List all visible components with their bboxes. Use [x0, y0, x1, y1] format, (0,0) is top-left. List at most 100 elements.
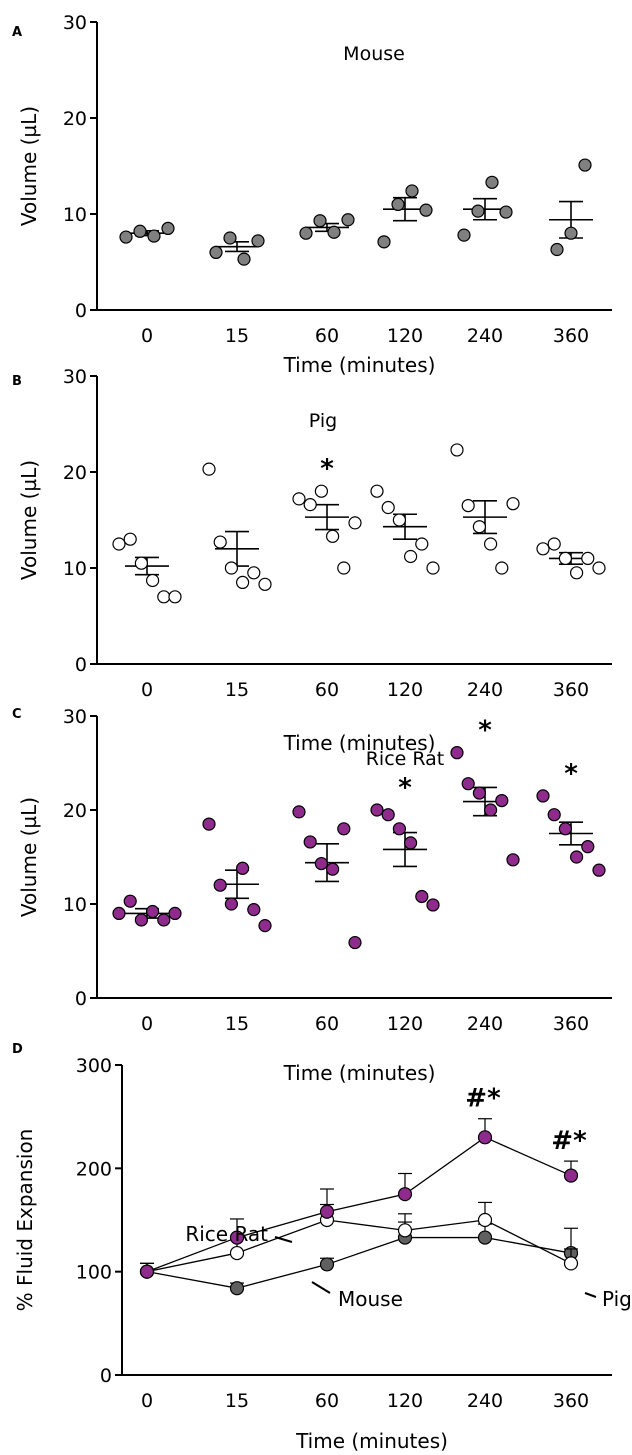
- x-axis-label: Time (minutes): [283, 353, 436, 377]
- data-point: [112, 537, 126, 551]
- data-point: [536, 789, 550, 803]
- x-tick-label: 60: [315, 1390, 339, 1412]
- x-axis-label: Time (minutes): [283, 1061, 436, 1085]
- y-tick-label: 30: [63, 366, 87, 388]
- significance-marker: *: [320, 454, 334, 484]
- data-point: [237, 252, 251, 266]
- axis-ticks: 0 100 200 300 0 15 60 120 240 360: [76, 1055, 612, 1412]
- y-tick-label: 30: [63, 12, 87, 34]
- data-point: [348, 935, 362, 950]
- x-axis-label: Time (minutes): [295, 1429, 448, 1453]
- y-axis-label: Volume (µL): [17, 797, 41, 917]
- data-point: [326, 862, 340, 876]
- series-point: [563, 1168, 579, 1183]
- series-point: [319, 1257, 335, 1272]
- x-tick-label: 240: [467, 1013, 503, 1035]
- significance-marker: *: [478, 716, 492, 746]
- panel-label-a: A: [12, 25, 22, 40]
- x-tick-label: 360: [553, 325, 589, 347]
- series-label-rice-rat: Rice Rat: [185, 1222, 268, 1246]
- y-tick-label: 10: [63, 558, 87, 580]
- data-point: [146, 573, 160, 588]
- data-point: [499, 205, 513, 219]
- data-point: [123, 532, 137, 546]
- data-point: [426, 561, 440, 575]
- data-point: [327, 225, 341, 239]
- data-point: [314, 484, 328, 498]
- data-point: [337, 822, 351, 836]
- x-tick-label: 15: [225, 679, 249, 701]
- data-point: [377, 235, 391, 249]
- x-tick-label: 120: [387, 325, 423, 347]
- data-point: [123, 894, 137, 908]
- data-point: [213, 535, 227, 549]
- data-point: [112, 906, 126, 921]
- x-tick-label: 15: [225, 1390, 249, 1412]
- series-point: [477, 1130, 493, 1145]
- label-leader: [584, 1292, 597, 1298]
- data-point: [134, 556, 148, 570]
- panel-c-rice-rat: Rice Rat Time (minutes) Volume (µL) 0 10 2…: [17, 706, 612, 1085]
- panel-a-mouse: Mouse Time (minutes) Volume (µL) 0 10 20 30…: [17, 12, 612, 377]
- annotation: #*: [551, 1126, 587, 1156]
- data-point: [547, 537, 561, 551]
- panel-b-pig: Pig Time (minutes) Volume (µL) 0 10 20 30 0 1…: [17, 366, 612, 755]
- x-tick-label: 120: [387, 1390, 423, 1412]
- series-line: [146, 1136, 572, 1273]
- data-marks: *: [112, 443, 606, 604]
- y-tick-label: 0: [75, 988, 87, 1010]
- data-point: [303, 835, 317, 849]
- chart-title: Mouse: [343, 43, 405, 65]
- y-tick-label: 0: [75, 654, 87, 676]
- x-tick-label: 0: [141, 679, 153, 701]
- series-point: [397, 1187, 413, 1202]
- data-point: [247, 903, 261, 917]
- series-point: [229, 1230, 245, 1245]
- data-point: [415, 889, 429, 904]
- data-point: [157, 590, 171, 604]
- data-point: [157, 913, 171, 927]
- data-point: [547, 808, 561, 822]
- y-tick-label: 20: [63, 800, 87, 822]
- y-tick-label: 30: [63, 706, 87, 728]
- data-point: [592, 863, 606, 877]
- data-point: [415, 537, 429, 551]
- data-marks: #* #*: [139, 1084, 597, 1298]
- x-tick-label: 0: [141, 1390, 153, 1412]
- data-point: [313, 214, 327, 228]
- data-point: [495, 561, 509, 575]
- data-point: [484, 803, 498, 817]
- y-tick-label: 0: [75, 300, 87, 322]
- data-point: [168, 590, 182, 604]
- series-point: [397, 1223, 413, 1238]
- x-tick-label: 120: [387, 1013, 423, 1035]
- data-point: [569, 566, 584, 580]
- y-axis-label: Volume (µL): [17, 460, 41, 580]
- x-tick-label: 240: [467, 1390, 503, 1412]
- y-axis-label: % Fluid Expansion: [13, 1129, 37, 1312]
- data-point: [404, 836, 418, 850]
- panel-label-c: C: [12, 707, 22, 722]
- data-point: [450, 443, 464, 457]
- x-tick-label: 360: [553, 1390, 589, 1412]
- data-point: [119, 230, 133, 244]
- y-axis-label: Volume (µL): [17, 106, 41, 226]
- data-point: [223, 231, 237, 245]
- panel-d-fluid-expansion: Time (minutes) % Fluid Expansion 0 100 200…: [13, 1055, 632, 1453]
- x-tick-label: 360: [553, 1013, 589, 1035]
- data-point: [450, 746, 464, 760]
- data-point: [133, 224, 147, 238]
- y-tick-label: 100: [76, 1262, 112, 1284]
- data-point: [461, 499, 475, 513]
- data-point: [536, 542, 550, 556]
- series-point: [477, 1230, 493, 1245]
- data-point: [370, 803, 384, 817]
- series-point: [139, 1264, 155, 1279]
- y-tick-label: 300: [76, 1055, 112, 1077]
- x-tick-label: 0: [141, 325, 153, 347]
- x-tick-label: 60: [315, 1013, 339, 1035]
- y-tick-label: 200: [76, 1158, 112, 1180]
- data-point: [224, 897, 238, 911]
- data-point: [392, 513, 406, 527]
- y-tick-label: 20: [63, 108, 87, 130]
